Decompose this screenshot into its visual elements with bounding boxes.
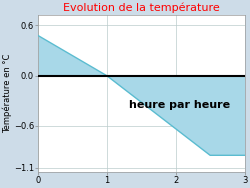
Y-axis label: Température en °C: Température en °C bbox=[3, 54, 12, 133]
Text: heure par heure: heure par heure bbox=[128, 100, 230, 110]
Title: Evolution de la température: Evolution de la température bbox=[63, 3, 220, 13]
